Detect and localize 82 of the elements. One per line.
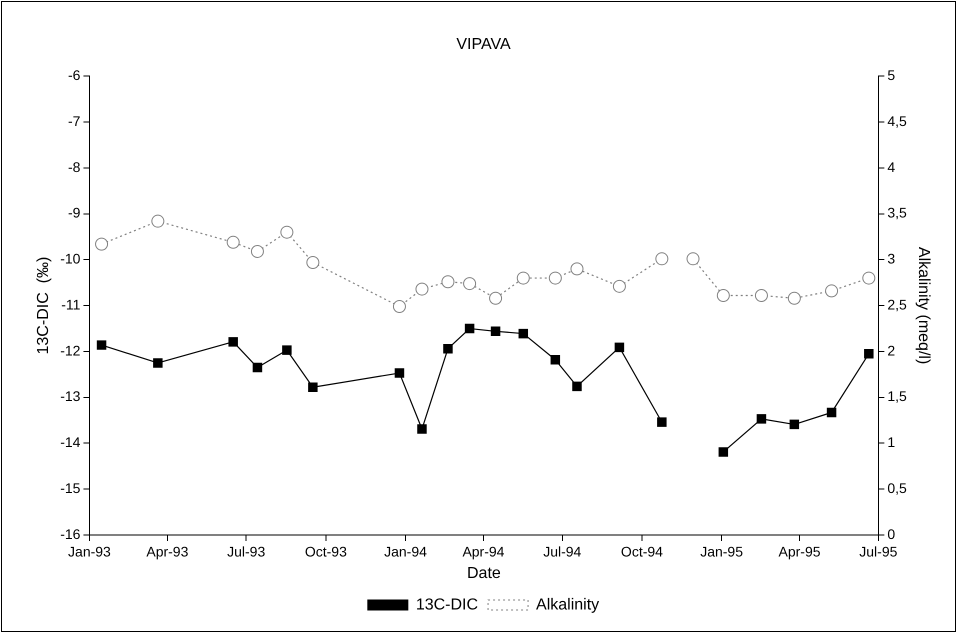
point (864, 349, 874, 359)
y-tick-label: -14 (60, 434, 81, 450)
point (228, 337, 238, 347)
x-tick-label: Oct-93 (304, 543, 348, 560)
x-tick-label: Jan-93 (68, 543, 112, 560)
point (441, 275, 454, 288)
point (394, 368, 404, 378)
point (826, 408, 836, 418)
point (655, 252, 668, 266)
y-axis-title: 13C-DIC (‰) (35, 256, 52, 354)
y-tick-label: -10 (60, 250, 81, 267)
y2-tick-label: 4,5 (887, 112, 908, 129)
y-tick-label: -15 (60, 480, 81, 496)
point (550, 354, 560, 364)
point (417, 424, 427, 434)
y2-tick-label: 3 (887, 250, 896, 267)
y2-tick-label: 5 (887, 67, 896, 84)
point (463, 277, 476, 290)
point (518, 328, 528, 338)
point (250, 244, 264, 258)
y-tick-label: -6 (68, 67, 81, 84)
point (96, 340, 106, 350)
y-tick-label: -13 (60, 388, 81, 404)
x-tick-label: Oct-94 (620, 543, 664, 560)
point (862, 272, 876, 285)
x-tick-label: Jan-95 (700, 543, 744, 560)
y2-tick-label: 0,5 (887, 480, 908, 496)
legend-label: 13C-DIC (416, 596, 478, 614)
y2-tick-label: 4 (887, 158, 896, 175)
point (306, 256, 320, 269)
y-tick-label: -11 (61, 296, 81, 312)
x-axis-title: Date (466, 564, 501, 582)
point (825, 284, 838, 298)
y2-tick-label: 3,5 (887, 204, 908, 221)
x-tick-label: Apr-93 (146, 543, 189, 560)
point (282, 345, 292, 355)
point (308, 382, 318, 392)
x-tick-label: Jul-95 (859, 543, 898, 560)
point (718, 447, 728, 457)
x-tick-label: Apr-95 (778, 543, 821, 560)
y-tick-label: -12 (60, 342, 81, 358)
point (489, 292, 502, 305)
point (464, 324, 474, 334)
point (516, 272, 530, 285)
y-tick-label: -9 (68, 204, 81, 221)
y2-tick-label: 2 (887, 342, 896, 358)
point (153, 358, 163, 368)
point (392, 300, 406, 314)
point (754, 289, 768, 302)
y-tick-label: -8 (68, 158, 81, 175)
y2-tick-label: 1,5 (887, 388, 908, 404)
point (151, 214, 164, 228)
point (788, 292, 801, 305)
point (657, 417, 667, 427)
y2-tick-label: 1 (887, 434, 896, 450)
point (548, 272, 562, 285)
y2-axis-title: Alkalinity (meq/l) (914, 246, 932, 364)
x-tick-label: Jan-94 (384, 543, 428, 560)
x-tick-label: Jul-93 (227, 543, 266, 560)
point (612, 280, 626, 293)
point (614, 342, 624, 352)
point (280, 226, 294, 239)
point (686, 252, 700, 266)
legend-label: Alkalinity (536, 596, 600, 614)
point (716, 289, 730, 302)
point (790, 420, 800, 430)
y-tick-label: -16 (60, 526, 81, 542)
point (415, 282, 428, 296)
point (226, 236, 240, 249)
point (756, 414, 766, 424)
x-tick-label: Apr-94 (462, 543, 505, 560)
point (443, 344, 453, 354)
y2-tick-label: 0 (887, 526, 896, 542)
x-tick-label: Jul-94 (543, 543, 582, 560)
point (252, 362, 262, 372)
chart-title: VIPAVA (456, 36, 511, 54)
y-tick-label: -7 (68, 112, 81, 129)
point (572, 382, 582, 392)
y2-tick-label: 2,5 (887, 296, 908, 312)
point (490, 326, 500, 336)
point (570, 262, 584, 276)
point (95, 238, 108, 251)
